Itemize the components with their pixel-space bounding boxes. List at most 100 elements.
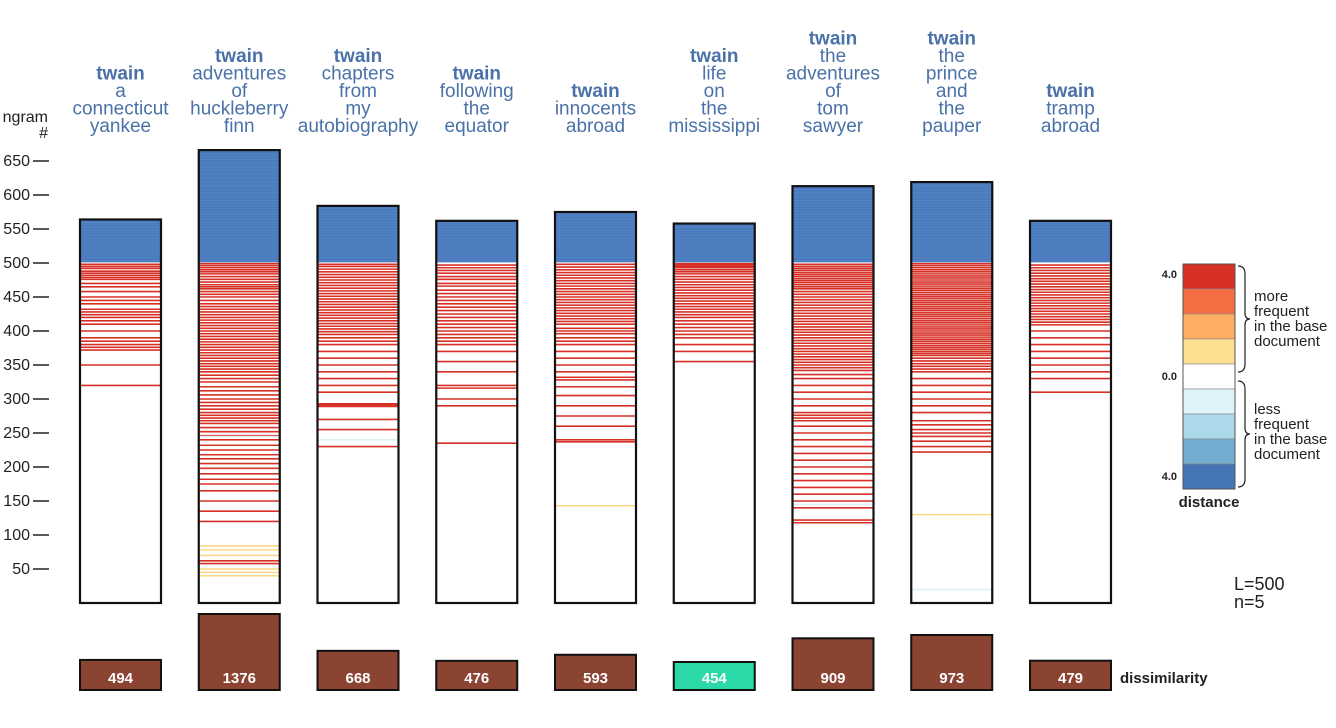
legend-lower-text: less [1254,401,1281,418]
book-title-line: on [704,81,725,102]
dissimilarity-value: 494 [108,670,134,687]
dissimilarity-value: 909 [820,670,845,687]
legend-upper-brace [1237,265,1251,373]
book-author-label: twain [809,29,858,50]
y-tick-label: 500 [3,255,30,272]
unseen-ngrams-region [198,150,280,263]
y-tick-label: 600 [3,187,30,204]
dissimilarity-column: 479 [1029,659,1112,692]
book-title-line: the [701,99,727,120]
legend-upper-text: document [1254,333,1321,350]
legend-lower-text: document [1254,446,1321,463]
book-author-label: twain [96,64,145,85]
legend-lower-text: frequent [1254,416,1310,433]
y-axis-label-line-2: # [39,125,48,142]
dissimilarity-column: 1376 [197,613,281,691]
dissimilarity-value: 668 [345,670,370,687]
book-author-label: twain [690,46,739,67]
book-bars: twainaconnecticutyankeetwainadventuresof… [72,29,1113,605]
book-title-line: huckleberry [190,99,289,120]
dissimilarity-column: 476 [435,659,519,692]
book-title-line: following [440,81,514,102]
legend-swatch [1182,288,1236,315]
n-parameter-label: n=5 [1234,592,1265,612]
book-title-line: innocents [555,99,636,120]
book-title-line: my [345,99,371,120]
dissimilarity-column: 668 [316,649,400,692]
legend-lower-brace [1237,380,1251,488]
dissimilarity-value: 454 [702,670,728,687]
book-title-line: sawyer [803,116,864,137]
y-tick-label: 150 [3,493,30,510]
y-tick-label: 350 [3,357,30,374]
dissimilarity-value: 1376 [223,670,256,687]
dissimilarity-bars: 494 1376 668 476 593 454 909 973 479 [79,613,1112,692]
book-bar-outline [553,210,638,605]
dissimilarity-value: 973 [939,670,964,687]
book-bar-background [673,223,755,603]
book-bar-background [436,220,518,603]
book-author-label: twain [927,29,976,50]
book-title-line: yankee [90,116,151,137]
book-author-label: twain [1046,81,1095,102]
y-tick-label: 100 [3,527,30,544]
book-title-line: autobiography [298,116,419,137]
book-title-line: connecticut [72,99,169,120]
legend-swatch [1182,413,1236,440]
book-title-line: of [825,81,842,102]
book-title-line: adventures [786,64,880,85]
legend-upper-text: in the base [1254,318,1327,335]
dissimilarity-bar [79,658,162,691]
book-title-line: of [231,81,248,102]
book-author-label: twain [215,46,264,67]
book-title-line: pauper [922,116,982,137]
book-title-line: equator [445,116,510,137]
book-bar-outline [197,149,281,605]
legend-top-value: 4.0 [1162,269,1177,281]
y-tick-label: 300 [3,391,30,408]
legend-frame [1182,263,1236,490]
book-bar-outline [435,219,519,605]
book-title-line: the [939,46,965,67]
unseen-ngrams-region [436,220,518,263]
unseen-ngrams-region [911,182,993,263]
book-title-line: the [820,46,846,67]
legend-swatch [1182,263,1236,290]
y-tick-label: 400 [3,323,30,340]
unseen-ngrams-region [1030,220,1111,263]
dissimilarity-bar [554,653,637,691]
book-bar-background [555,212,636,603]
dissimilarity-bar [316,649,400,692]
book-title-line: abroad [1041,116,1100,137]
book-title-line: tom [817,99,849,120]
legend-swatch [1182,338,1236,365]
book-title-line: abroad [566,116,625,137]
dissimilarity-bar [435,659,519,692]
dissimilarity-bar [1029,659,1112,692]
legend-swatch [1182,388,1236,415]
y-tick-label: 550 [3,221,30,238]
dissimilarity-bar [791,637,875,692]
book-title-line: finn [224,116,255,137]
book-author-label: twain [452,64,501,85]
dissimilarity-column: 973 [910,633,994,691]
book-title-line: adventures [192,64,286,85]
dissimilarity-value: 476 [464,670,489,687]
book-title-line: the [464,99,490,120]
unseen-ngrams-region [673,223,755,263]
unseen-ngrams-region [792,186,874,263]
book-bar-outline [316,204,400,605]
legend-mid-value: 0.0 [1162,371,1177,383]
legend-swatch [1182,438,1236,465]
book-author-label: twain [334,46,383,67]
legend-title: distance [1179,494,1240,511]
